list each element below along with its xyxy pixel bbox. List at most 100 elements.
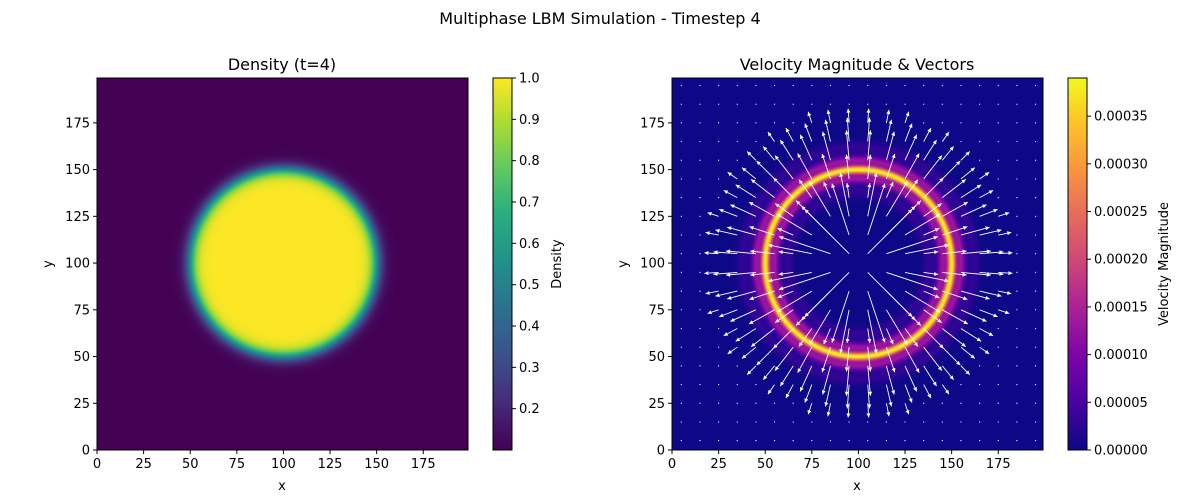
vector-arrow-head bbox=[726, 272, 731, 277]
vector-arrow-shaft bbox=[960, 271, 991, 276]
x-tick-label: 75 bbox=[229, 457, 246, 472]
vector-point bbox=[755, 421, 757, 423]
vector-arrow-head bbox=[777, 294, 782, 299]
vector-point bbox=[718, 140, 720, 143]
vector-arrow-shaft bbox=[942, 160, 961, 180]
vector-arrow-head bbox=[804, 398, 809, 403]
vector-point bbox=[979, 84, 981, 87]
vector-arrow-head bbox=[866, 413, 871, 418]
y-tick-label: 0 bbox=[657, 444, 665, 459]
vector-point bbox=[718, 197, 720, 199]
vector-arrow-head bbox=[719, 313, 724, 318]
vector-arrow-shaft bbox=[942, 290, 968, 300]
vector-arrow-head bbox=[962, 296, 968, 301]
vector-point bbox=[923, 84, 925, 87]
vector-arrow-head bbox=[891, 153, 896, 159]
vector-arrow-head bbox=[775, 203, 780, 208]
vector-arrow-shaft bbox=[748, 309, 775, 325]
vector-arrow-head bbox=[970, 167, 975, 172]
vector-arrow-head bbox=[713, 271, 718, 276]
vector-arrow-head bbox=[705, 231, 710, 236]
vector-arrow-shaft bbox=[960, 204, 987, 217]
vector-arrow-head bbox=[881, 183, 886, 189]
vector-arrow-head bbox=[751, 179, 756, 184]
vector-arrow-head bbox=[962, 249, 967, 254]
vector-arrow-shaft bbox=[885, 365, 895, 395]
vector-point bbox=[699, 440, 701, 442]
x-tick-label: 125 bbox=[893, 457, 918, 472]
vector-point bbox=[904, 103, 906, 105]
vector-arrow-head bbox=[715, 228, 720, 233]
vector-arrow-head bbox=[963, 320, 968, 324]
vector-arrow-head bbox=[903, 181, 908, 186]
vector-arrow-head bbox=[730, 317, 735, 322]
x-tick-label: 50 bbox=[182, 457, 199, 472]
vector-arrow-head bbox=[927, 393, 931, 399]
vector-point bbox=[792, 84, 794, 87]
vector-arrow-shaft bbox=[923, 346, 943, 371]
vector-point bbox=[699, 402, 701, 404]
vector-point bbox=[680, 421, 682, 423]
vector-arrow-head bbox=[949, 146, 954, 151]
vector-point bbox=[1034, 122, 1037, 124]
vector-arrow-head bbox=[845, 338, 850, 344]
vector-arrow-shaft bbox=[923, 155, 943, 180]
vector-arrow-shaft bbox=[867, 130, 871, 161]
vector-arrow-head bbox=[823, 181, 828, 187]
vector-arrow-head bbox=[778, 250, 783, 255]
vector-arrow-head bbox=[826, 411, 831, 417]
vector-point bbox=[1034, 103, 1037, 105]
vector-arrow-head bbox=[908, 398, 913, 403]
vector-arrow-head bbox=[962, 226, 968, 230]
vector-arrow-head bbox=[932, 140, 937, 145]
vector-point bbox=[1034, 234, 1037, 236]
vector-point bbox=[755, 84, 757, 87]
density-colorbar-frame bbox=[492, 77, 513, 451]
density-colorbar-gradient bbox=[493, 78, 512, 450]
vector-arrow-shaft bbox=[960, 250, 991, 255]
vector-point bbox=[1016, 197, 1018, 199]
vector-arrow-head bbox=[846, 413, 851, 418]
vector-arrow-head bbox=[742, 354, 747, 359]
colorbar-tick-label: 1.0 bbox=[519, 72, 540, 87]
vector-arrow-head bbox=[723, 190, 729, 195]
vector-point bbox=[1034, 346, 1037, 348]
colorbar-tick-label: 0.6 bbox=[519, 237, 540, 252]
velocity-heatmap-image bbox=[672, 78, 1043, 450]
vector-arrow-head bbox=[804, 312, 809, 317]
vector-arrow-shaft bbox=[845, 154, 850, 179]
vector-point bbox=[979, 440, 981, 442]
vector-arrow-head bbox=[965, 151, 970, 156]
density-colorbar-label: Density bbox=[550, 239, 565, 289]
vector-arrow-shaft bbox=[821, 347, 831, 373]
vector-arrow-head bbox=[780, 381, 785, 387]
vector-arrow-head bbox=[945, 131, 949, 137]
vector-point bbox=[773, 122, 776, 124]
vector-point bbox=[960, 103, 962, 105]
vector-arrow-shaft bbox=[942, 328, 967, 348]
vector-point bbox=[1034, 440, 1037, 442]
vector-point bbox=[848, 440, 850, 442]
vector-point bbox=[736, 440, 738, 442]
vector-point bbox=[1034, 140, 1037, 143]
vector-point bbox=[736, 383, 738, 386]
vector-arrow-head bbox=[913, 134, 917, 140]
vector-arrow-head bbox=[868, 130, 873, 135]
vector-arrow-head bbox=[727, 226, 732, 231]
vector-point bbox=[736, 159, 738, 161]
colorbar-tick-label: 0.7 bbox=[519, 196, 540, 211]
vector-arrow-shaft bbox=[904, 213, 941, 236]
colorbar-tick-label: 0.00000 bbox=[1094, 444, 1148, 459]
vector-point bbox=[680, 159, 682, 161]
vector-arrow-shaft bbox=[839, 309, 850, 354]
vector-arrow-head bbox=[986, 249, 991, 254]
vector-point bbox=[1016, 402, 1018, 404]
vector-arrow-head bbox=[773, 344, 778, 349]
vector-arrow-shaft bbox=[804, 208, 850, 255]
vector-point bbox=[811, 103, 813, 105]
vector-point bbox=[941, 122, 943, 124]
vector-arrow-shaft bbox=[942, 226, 968, 236]
vector-point bbox=[1016, 234, 1018, 236]
velocity-colorbar-gradient bbox=[1068, 78, 1087, 450]
